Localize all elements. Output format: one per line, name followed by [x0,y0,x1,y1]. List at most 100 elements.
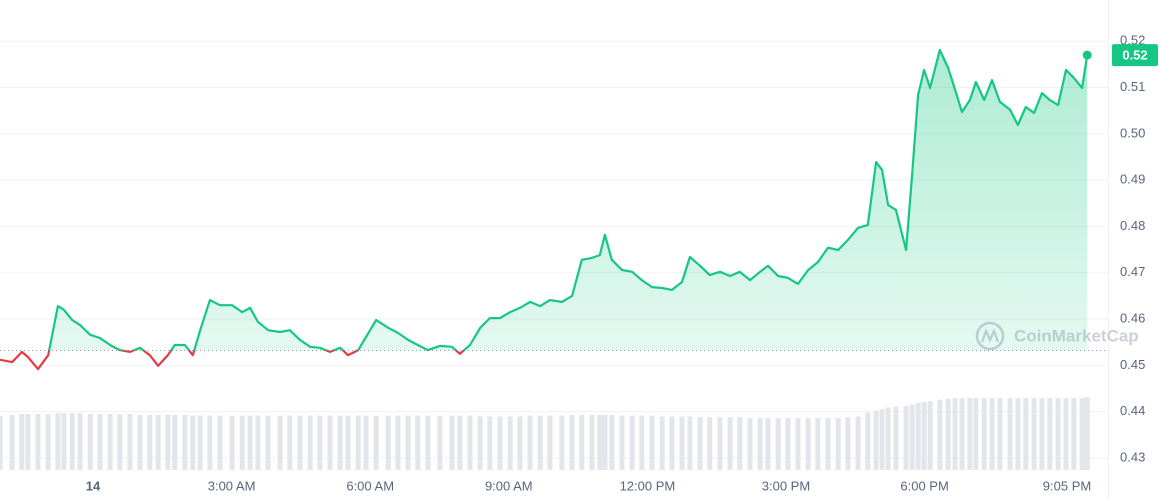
volume-bar [287,415,293,470]
y-tick-label: 0.48 [1120,218,1145,233]
volume-bar [619,415,625,470]
volume-bar [707,417,713,470]
volume-bar [363,415,369,470]
volume-bar [1031,398,1037,470]
x-tick-label: 3:00 AM [208,478,256,493]
y-tick-label: 0.43 [1120,449,1145,464]
x-tick-label: 6:00 PM [900,478,948,493]
volume-bar [815,418,821,470]
volume-bar [885,407,891,470]
volume-bar [893,406,899,470]
volume-bar [903,406,909,470]
volume-bar [775,418,781,470]
volume-bar [137,414,143,470]
volume-bar [197,415,203,470]
x-tick-label: 9:05 PM [1043,478,1091,493]
volume-bar [55,413,61,470]
volume-bar [207,415,213,470]
y-tick-label: 0.47 [1120,264,1145,279]
volume-bar [437,415,443,470]
volume-bar [1015,398,1021,470]
volume-bar [0,415,3,470]
volume-bar [217,415,223,470]
last-point [1082,50,1092,60]
volume-bar [172,414,178,470]
volume-bar [255,415,261,470]
volume-bar [449,415,455,470]
volume-bar [855,416,861,470]
x-tick-label: 12:00 PM [620,478,676,493]
volume-bar [697,417,703,470]
volume-bar [973,398,979,470]
volume-bar [61,413,67,470]
volume-bar [785,418,791,470]
volume-bar [1047,398,1053,470]
volume-bar [337,415,343,470]
volume-bar [265,415,271,470]
volume-bar [747,418,753,470]
y-tick-label: 0.52 [1120,33,1145,48]
volume-bar [865,412,871,470]
volume-bar [190,415,196,470]
volume-bar [559,415,565,470]
volume-bar [277,415,283,470]
volume-bar [915,402,921,470]
volume-bar [967,398,973,470]
volume-bar [425,415,431,470]
volume-bar [1071,398,1077,470]
volume-bar [927,401,933,470]
volume-bar [602,414,608,470]
volume-bar [879,409,885,470]
volume-bar [182,414,188,470]
volume-bar [317,415,323,470]
x-tick-label: 3:00 PM [762,478,810,493]
volume-bar [497,416,503,470]
volume-bar [45,414,51,470]
y-tick-label: 0.45 [1120,357,1145,372]
volume-bar [547,415,553,470]
volume-bar [467,415,473,470]
volume-bar [737,417,743,470]
y-tick-label: 0.49 [1120,172,1145,187]
y-tick-label: 0.51 [1120,79,1145,94]
volume-bar [921,402,927,470]
volume-bar [629,415,635,470]
volume-bar [1055,398,1061,470]
volume-bar [909,404,915,470]
volume-bar [649,415,655,470]
volume-bar [395,415,401,470]
volume-bar [97,414,103,470]
volume-bar [517,416,523,470]
volume-bar [1039,398,1045,470]
volume-bar [757,418,763,470]
volume-bar [477,416,483,470]
volume-bar [415,415,421,470]
volume-bar [959,398,965,470]
volume-bar [997,398,1003,470]
y-tick-label: 0.46 [1120,310,1145,325]
volume-bar [147,414,153,470]
volume-bar [765,418,771,470]
volume-bar [87,414,93,470]
volume-bar [355,415,361,470]
volume-bar [35,414,41,470]
volume-bar [487,416,493,470]
volume-bar [77,413,83,470]
volume-bar [835,418,841,470]
x-tick-label: 14 [86,478,101,493]
x-tick-label: 6:00 AM [346,478,394,493]
volume-bar [385,415,391,470]
volume-bar [373,415,379,470]
volume-bar [805,418,811,470]
volume-bar [165,414,171,470]
volume-bar [945,398,951,470]
volume-bar [127,414,133,470]
volume-bar [1063,398,1069,470]
volume-bar [229,415,235,470]
volume-bar [9,414,15,470]
volume-bar [597,414,603,470]
volume-bar [659,416,665,470]
volume-bar [405,415,411,470]
volume-bar [307,415,313,470]
